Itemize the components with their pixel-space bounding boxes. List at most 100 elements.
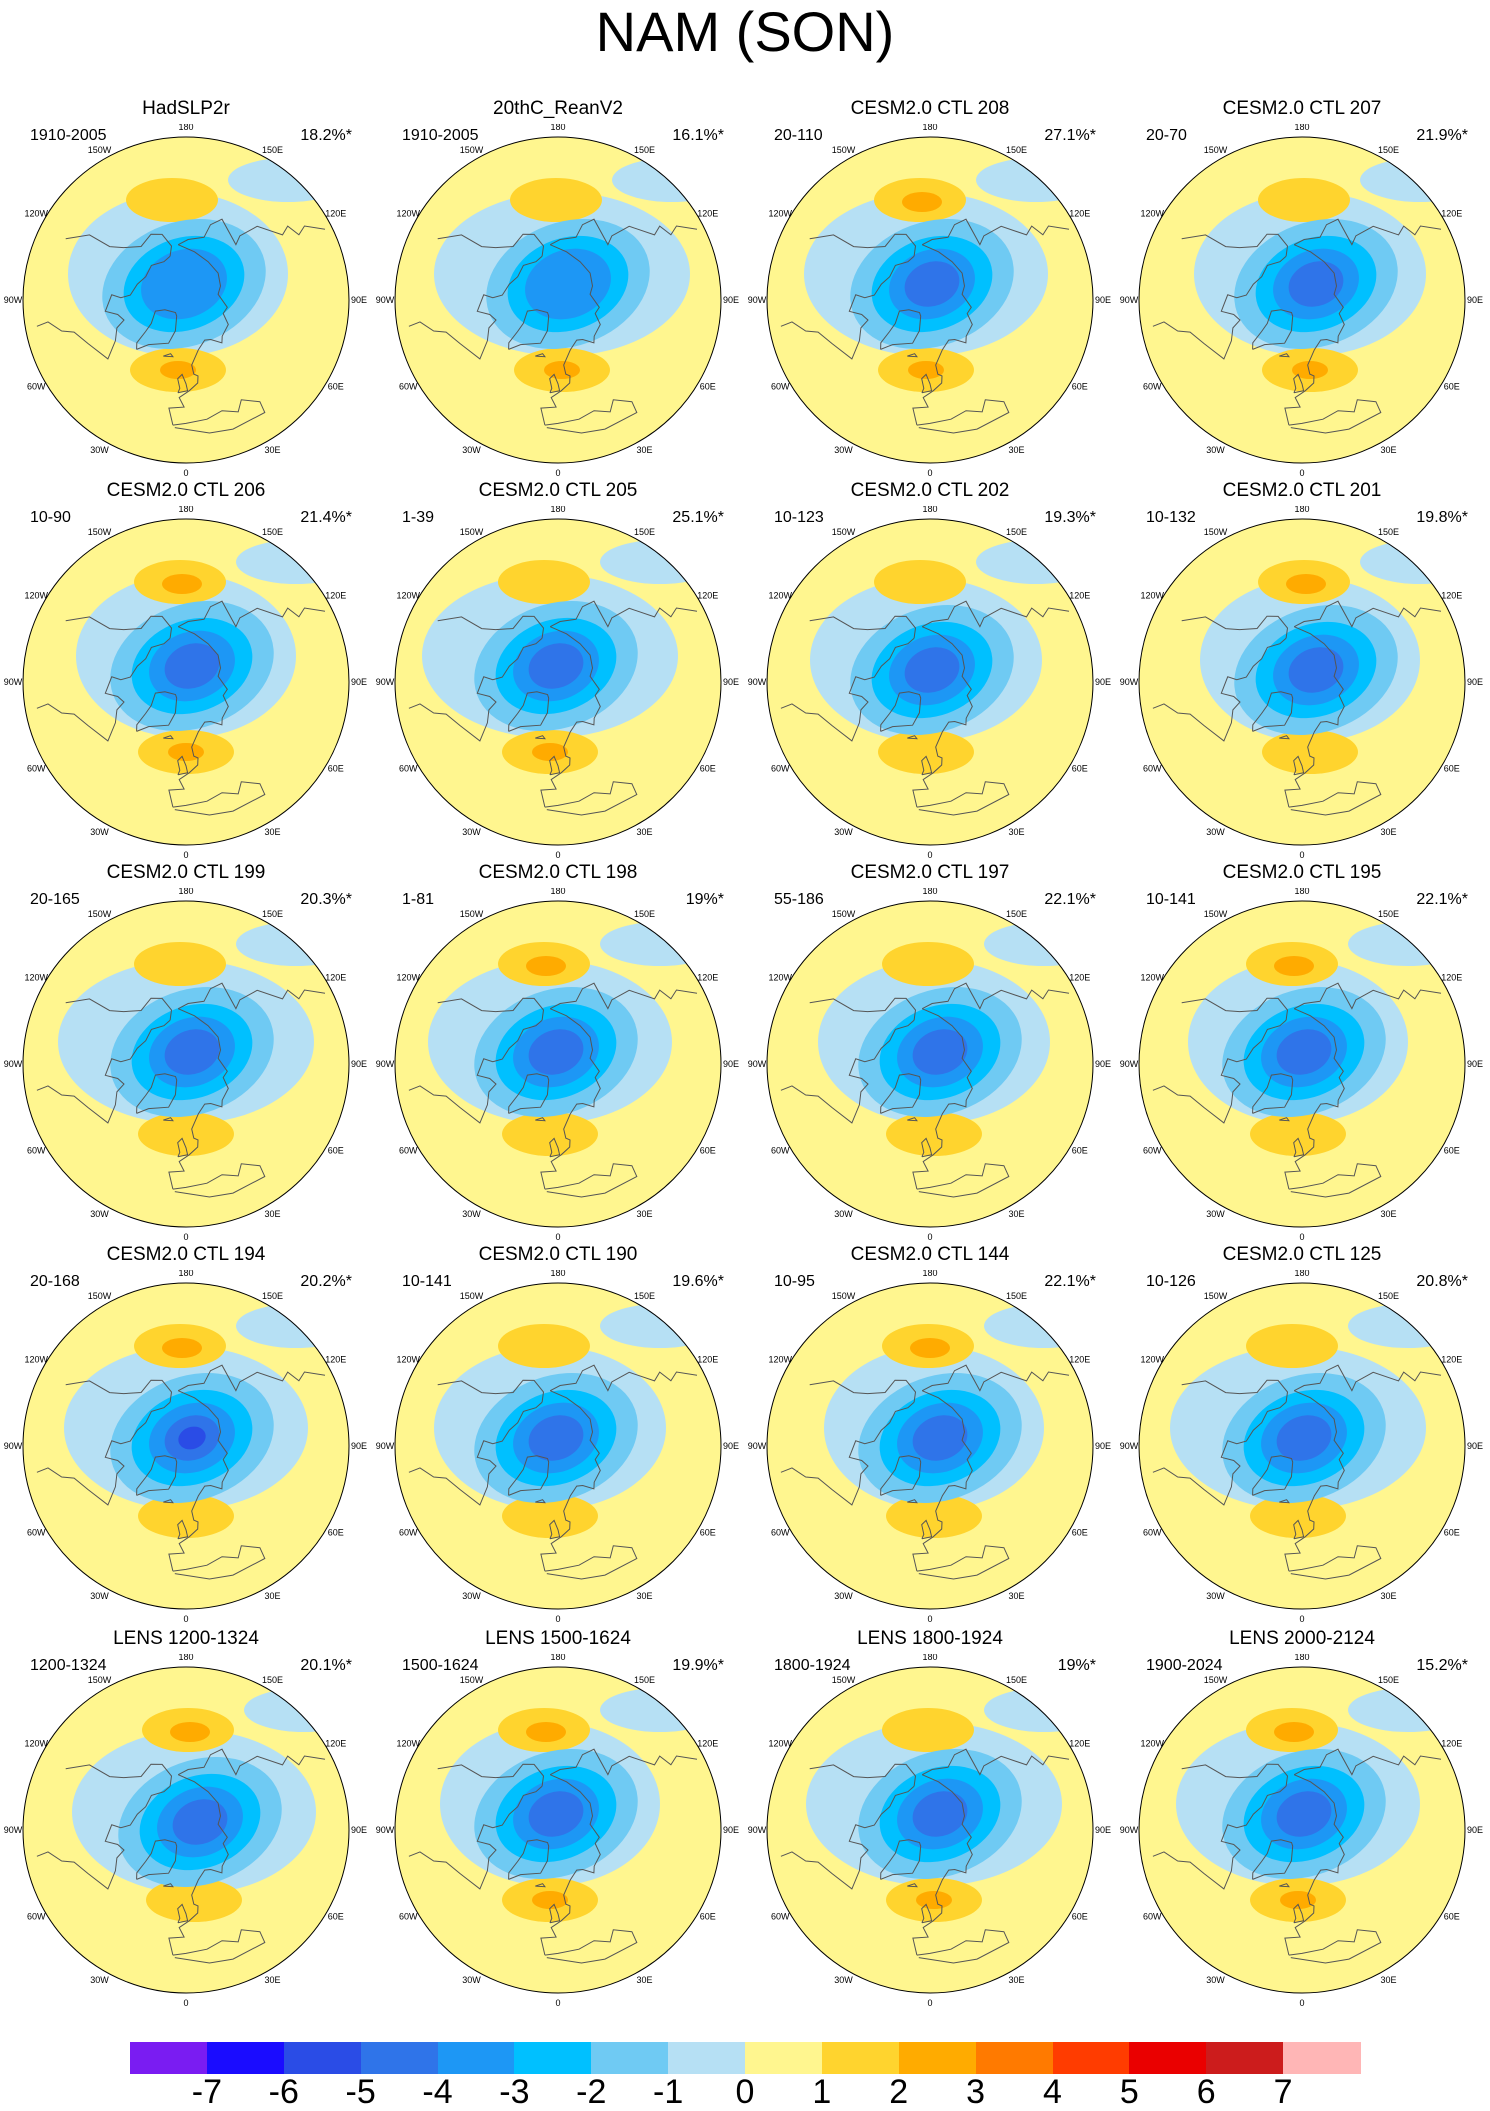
contour-fill (164, 643, 220, 689)
coastline (1252, 1839, 1294, 1880)
longitude-label: 30E (1008, 445, 1024, 455)
longitude-label: 150W (460, 1291, 484, 1301)
longitude-label: 150W (460, 145, 484, 155)
coastline (1293, 1903, 1305, 1924)
longitude-label: 150E (634, 145, 655, 155)
polar-map: 180 150E 120E 90E 60E 30E 0 30W 60W 90W 120W 150W (1120, 506, 1483, 860)
longitude-label: 60E (1072, 382, 1088, 392)
coastline (880, 691, 922, 732)
map-border (22, 1666, 350, 1994)
coastline (408, 637, 543, 742)
longitude-label: 150E (634, 1291, 655, 1301)
longitude-label: 120W (396, 1355, 420, 1365)
longitude-label: 150W (460, 1675, 484, 1685)
longitude-label: 120W (768, 209, 792, 219)
coastline (1252, 1455, 1294, 1496)
coastline (544, 1163, 638, 1198)
coastline (1293, 982, 1442, 1010)
polar-map: 180 150E 120E 90E 60E 30E 0 30W 60W 90W 120W 150W (376, 506, 739, 860)
contour-fill (912, 1415, 968, 1461)
contour-fill (878, 730, 974, 774)
longitude-label: 60E (1444, 382, 1460, 392)
coastline (1181, 615, 1289, 639)
colorbar-tick-label: -2 (576, 2073, 607, 2111)
coastline (1293, 1364, 1442, 1392)
coastline (535, 1883, 546, 1888)
panel-variance: 19%* (1057, 1657, 1096, 1674)
panel-period: 1-39 (402, 509, 435, 526)
longitude-label: 150E (262, 1675, 283, 1685)
contour-fill (912, 1029, 968, 1075)
coastline (437, 615, 545, 639)
longitude-label: 30E (264, 827, 280, 837)
longitude-label: 0 (1299, 468, 1304, 478)
coastline (780, 1401, 915, 1506)
coastline (1293, 1748, 1442, 1776)
contour-fill (1280, 1891, 1316, 1909)
longitude-label: 90W (1120, 1825, 1139, 1835)
panel-title: CESM2.0 CTL 202 (850, 480, 1010, 501)
coastline (544, 781, 638, 816)
contour-fill (525, 248, 611, 320)
coastline (1181, 233, 1289, 257)
longitude-label: 30E (1380, 1209, 1396, 1219)
coastline (1181, 1379, 1289, 1403)
map-panel: CESM2.0 CTL 190 10-141 19.6%* 180 150E 120E 90… (372, 1244, 744, 1624)
longitude-label: 0 (183, 1614, 188, 1624)
contour-fill (526, 1722, 566, 1742)
colorbar-cell (1206, 2042, 1284, 2074)
longitude-label: 60W (27, 764, 46, 774)
coastline (177, 1519, 189, 1540)
colorbar-tick-label: 6 (1196, 2073, 1216, 2111)
longitude-label: 30E (1008, 1209, 1024, 1219)
coastline (549, 1748, 698, 1776)
polar-map: 180 150E 120E 90E 60E 30E 0 30W 60W 90W 120W 150W (376, 888, 739, 1242)
contour-fill (244, 1688, 349, 1732)
colorbar-tick-label: 3 (966, 2073, 986, 2111)
longitude-label: 30W (90, 827, 109, 837)
longitude-label: 30E (264, 445, 280, 455)
coastline (549, 1903, 561, 1924)
coastline (437, 997, 545, 1021)
coastline (168, 1008, 229, 1190)
coastline (177, 1364, 326, 1392)
longitude-label: 120W (768, 591, 792, 601)
colorbar-cell (514, 2042, 592, 2074)
longitude-label: 90E (351, 295, 367, 305)
coastline (1293, 755, 1305, 776)
longitude-label: 60E (1444, 764, 1460, 774)
longitude-label: 60E (1072, 764, 1088, 774)
panel-period: 1910-2005 (30, 127, 107, 144)
polar-map: 180 150E 120E 90E 60E 30E 0 30W 60W 90W 120W 150W (748, 888, 1111, 1242)
longitude-label: 120W (1140, 1739, 1164, 1749)
longitude-label: 120W (396, 209, 420, 219)
map-border (766, 900, 1094, 1228)
panel-title: CESM2.0 CTL 194 (106, 1244, 266, 1265)
longitude-label: 120E (1069, 1355, 1090, 1365)
longitude-label: 60W (1143, 1528, 1162, 1538)
longitude-label: 120W (24, 591, 48, 601)
panel-variance: 19%* (685, 891, 724, 908)
coastline (907, 1499, 918, 1504)
coastline (172, 1929, 266, 1964)
coastline (177, 600, 326, 628)
longitude-label: 150W (88, 909, 112, 919)
coastline (1284, 244, 1345, 426)
coastline (921, 218, 1070, 246)
panel-period: 20-110 (774, 127, 823, 144)
longitude-label: 90E (1467, 1825, 1483, 1835)
contour-fill (976, 540, 1093, 584)
colorbar-tick-label: -7 (191, 2073, 222, 2111)
contour-fill (170, 1722, 210, 1742)
coastline (136, 309, 178, 350)
longitude-label: 0 (927, 468, 932, 478)
coastline (544, 1929, 638, 1964)
map-panel: LENS 2000-2124 1900-2024 15.2%* 180 150E 120E… (1116, 1628, 1488, 2008)
polar-map: 180 150E 120E 90E 60E 30E 0 30W 60W 90W 120W 150W (1120, 1654, 1483, 2008)
polar-map: 180 150E 120E 90E 60E 30E 0 30W 60W 90W 120W 150W (4, 1270, 367, 1624)
panel-title: CESM2.0 CTL 208 (850, 98, 1010, 119)
longitude-label: 30E (1380, 1591, 1396, 1601)
colorbar-cell (360, 2042, 438, 2074)
map-panel: LENS 1500-1624 1500-1624 19.9%* 180 150E 120E… (372, 1628, 744, 2008)
contour-fill (984, 1304, 1093, 1348)
